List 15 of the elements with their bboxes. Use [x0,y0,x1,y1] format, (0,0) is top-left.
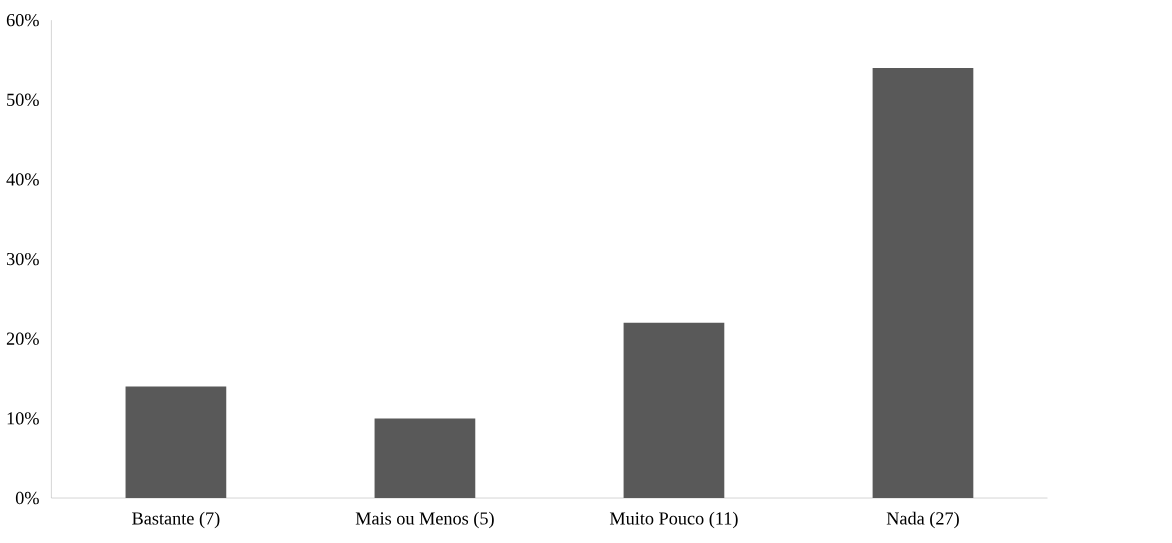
bar [623,322,725,499]
y-tick-label: 20% [6,332,39,345]
x-tick-label: Mais ou Menos (5) [355,511,494,529]
x-tick-label: Muito Pouco (11) [609,511,738,529]
bar [872,67,974,499]
y-tick-label: 50% [7,93,39,107]
bar [125,386,227,499]
y-tick-label: 40% [6,173,39,186]
y-tick-label: 60% [6,13,39,27]
y-tick-label: 10% [7,412,39,425]
y-tick-label: 0% [15,491,39,505]
x-tick-label: Nada (27) [886,511,959,529]
x-tick-label: Bastante (7) [132,511,220,529]
y-tick-label: 30% [6,252,39,266]
bar [374,418,476,499]
